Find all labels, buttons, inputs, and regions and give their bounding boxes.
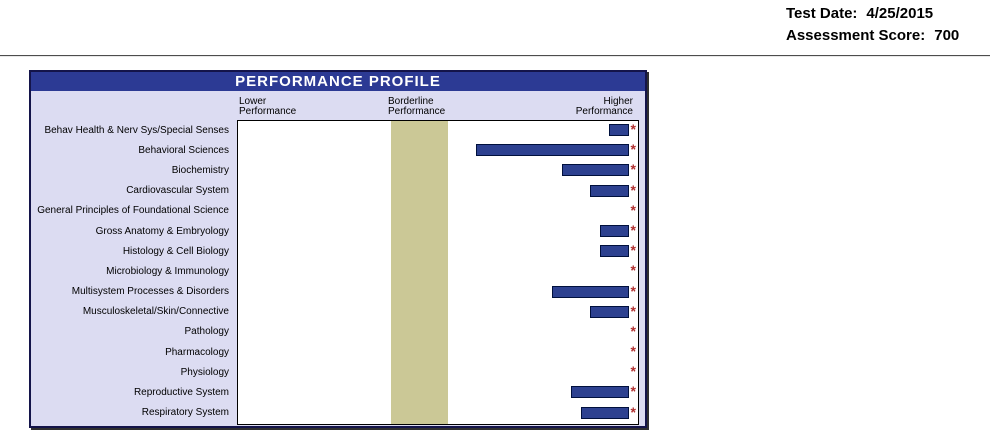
bar-row: * [238, 141, 638, 161]
asterisk-marker: * [630, 383, 636, 400]
axis-label-line: Higher [603, 96, 633, 107]
chart-title: PERFORMANCE PROFILE [31, 72, 645, 91]
bar-row: * [238, 363, 638, 383]
test-date-label: Test Date: [786, 5, 858, 22]
performance-bar [590, 305, 629, 318]
header-divider [0, 55, 990, 57]
performance-bar [571, 386, 629, 399]
asterisk-marker: * [630, 282, 636, 299]
axis-label-lower-performance: Lower Performance [239, 97, 296, 117]
assessment-score-label: Assessment Score: [786, 27, 926, 44]
asterisk-marker: * [630, 322, 636, 339]
bar-row: * [238, 161, 638, 181]
test-date-value: 4/25/2015 [866, 5, 934, 22]
bar-row: * [238, 404, 638, 424]
bar-row: * [238, 323, 638, 343]
asterisk-marker: * [630, 121, 636, 137]
asterisk-marker: * [630, 161, 636, 178]
test-date-line: Test Date: 4/25/2015 [786, 3, 959, 25]
category-label: Cardiovascular System [126, 185, 229, 197]
axis-label-line: Performance [239, 106, 297, 117]
category-label: Gross Anatomy & Embryology [95, 225, 229, 237]
bar-row: * [238, 242, 638, 262]
asterisk-marker: * [630, 221, 636, 238]
category-label: Biochemistry [171, 164, 229, 176]
asterisk-marker: * [630, 262, 636, 279]
axis-label-line: Performance [388, 106, 446, 117]
category-label: Histology & Cell Biology [122, 245, 229, 257]
bar-row: * [238, 121, 638, 141]
bar-row: * [238, 182, 638, 202]
bar-row: * [238, 383, 638, 403]
performance-bar [552, 285, 629, 298]
category-label: Behav Health & Nerv Sys/Special Senses [44, 124, 229, 136]
performance-profile-chart: PERFORMANCE PROFILE Lower Performance Bo… [29, 70, 647, 428]
bar-row: * [238, 303, 638, 323]
category-label: Reproductive System [133, 387, 229, 399]
asterisk-marker: * [630, 201, 636, 218]
performance-bar [600, 224, 629, 237]
plot-rows: * * * * * * * * * * * * * * * [238, 121, 638, 424]
category-label: Pharmacology [165, 346, 229, 358]
bar-row: * [238, 202, 638, 222]
asterisk-marker: * [630, 403, 636, 420]
axis-label-line: Lower [239, 96, 267, 107]
category-label: Multisystem Processes & Disorders [71, 286, 229, 298]
category-label: General Principles of Foundational Scien… [37, 205, 229, 217]
category-label: Pathology [184, 326, 229, 338]
asterisk-marker: * [630, 141, 636, 158]
bar-row: * [238, 283, 638, 303]
bar-row: * [238, 262, 638, 282]
bar-row: * [238, 343, 638, 363]
axis-label-line: Borderline [388, 96, 434, 107]
category-label: Physiology [180, 366, 229, 378]
plot-area: * * * * * * * * * * * * * * * [237, 120, 639, 425]
asterisk-marker: * [630, 302, 636, 319]
report-header: Test Date: 4/25/2015 Assessment Score: 700 [786, 3, 959, 47]
asterisk-marker: * [630, 343, 636, 360]
category-label: Microbiology & Immunology [106, 265, 229, 277]
assessment-score-line: Assessment Score: 700 [786, 25, 959, 47]
performance-bar [600, 245, 629, 258]
performance-bar [581, 406, 629, 419]
assessment-score-value: 700 [934, 27, 960, 44]
row-labels: Behav Health & Nerv Sys/Special Senses Be… [31, 120, 233, 423]
performance-bar [562, 164, 629, 177]
category-label: Musculoskeletal/Skin/Connective [82, 306, 229, 318]
asterisk-marker: * [630, 242, 636, 259]
performance-bar [609, 124, 629, 136]
borderline-band [391, 121, 448, 424]
asterisk-marker: * [630, 181, 636, 198]
bar-row: * [238, 222, 638, 242]
axis-label-borderline-performance: Borderline Performance [388, 97, 445, 117]
performance-bar [476, 144, 629, 157]
axis-label-line: Performance [575, 106, 633, 117]
performance-bar [590, 184, 629, 197]
category-label: Behavioral Sciences [138, 144, 229, 156]
axis-label-higher-performance: Higher Performance [576, 97, 633, 117]
category-label: Respiratory System [141, 407, 229, 419]
asterisk-marker: * [630, 363, 636, 380]
